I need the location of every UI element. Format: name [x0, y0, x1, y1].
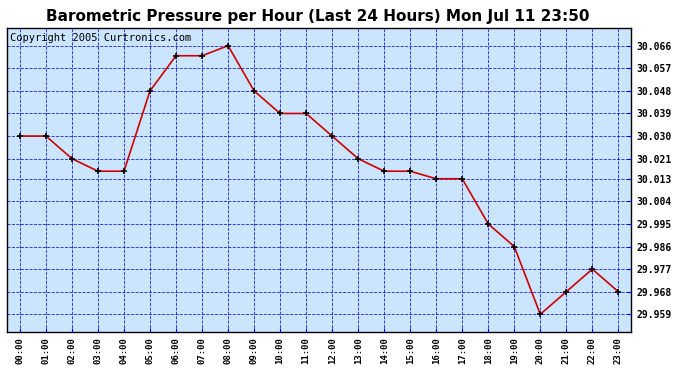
Text: Barometric Pressure per Hour (Last 24 Hours) Mon Jul 11 23:50: Barometric Pressure per Hour (Last 24 Ho… — [46, 9, 589, 24]
Text: Copyright 2005 Curtronics.com: Copyright 2005 Curtronics.com — [10, 33, 191, 43]
